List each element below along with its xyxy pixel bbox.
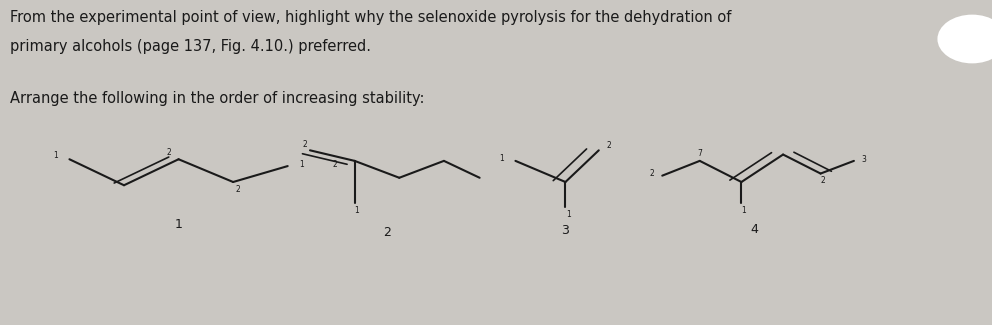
Text: 7: 7: [697, 149, 702, 158]
Text: 1: 1: [354, 206, 359, 215]
Text: 2: 2: [167, 148, 171, 157]
Text: 3: 3: [561, 224, 569, 237]
Text: 1: 1: [566, 210, 570, 219]
Ellipse shape: [937, 15, 992, 63]
Text: 2: 2: [820, 176, 825, 185]
Text: 2: 2: [650, 169, 655, 177]
Text: 3: 3: [862, 155, 867, 164]
Text: 1: 1: [741, 206, 746, 215]
Text: 2: 2: [332, 160, 336, 169]
Text: Arrange the following in the order of increasing stability:: Arrange the following in the order of in…: [10, 91, 425, 106]
Text: 1: 1: [53, 151, 58, 161]
Text: 2: 2: [303, 140, 308, 149]
Text: 2: 2: [236, 185, 240, 194]
Text: 1: 1: [175, 218, 183, 231]
Text: 4: 4: [750, 223, 758, 236]
Text: 2: 2: [383, 226, 391, 239]
Text: 1: 1: [499, 154, 504, 163]
Text: 1: 1: [300, 160, 305, 169]
Text: 2: 2: [607, 141, 611, 150]
Text: primary alcohols (page 137, Fig. 4.10.) preferred.: primary alcohols (page 137, Fig. 4.10.) …: [10, 39, 371, 54]
Text: From the experimental point of view, highlight why the selenoxide pyrolysis for : From the experimental point of view, hig…: [10, 10, 731, 25]
